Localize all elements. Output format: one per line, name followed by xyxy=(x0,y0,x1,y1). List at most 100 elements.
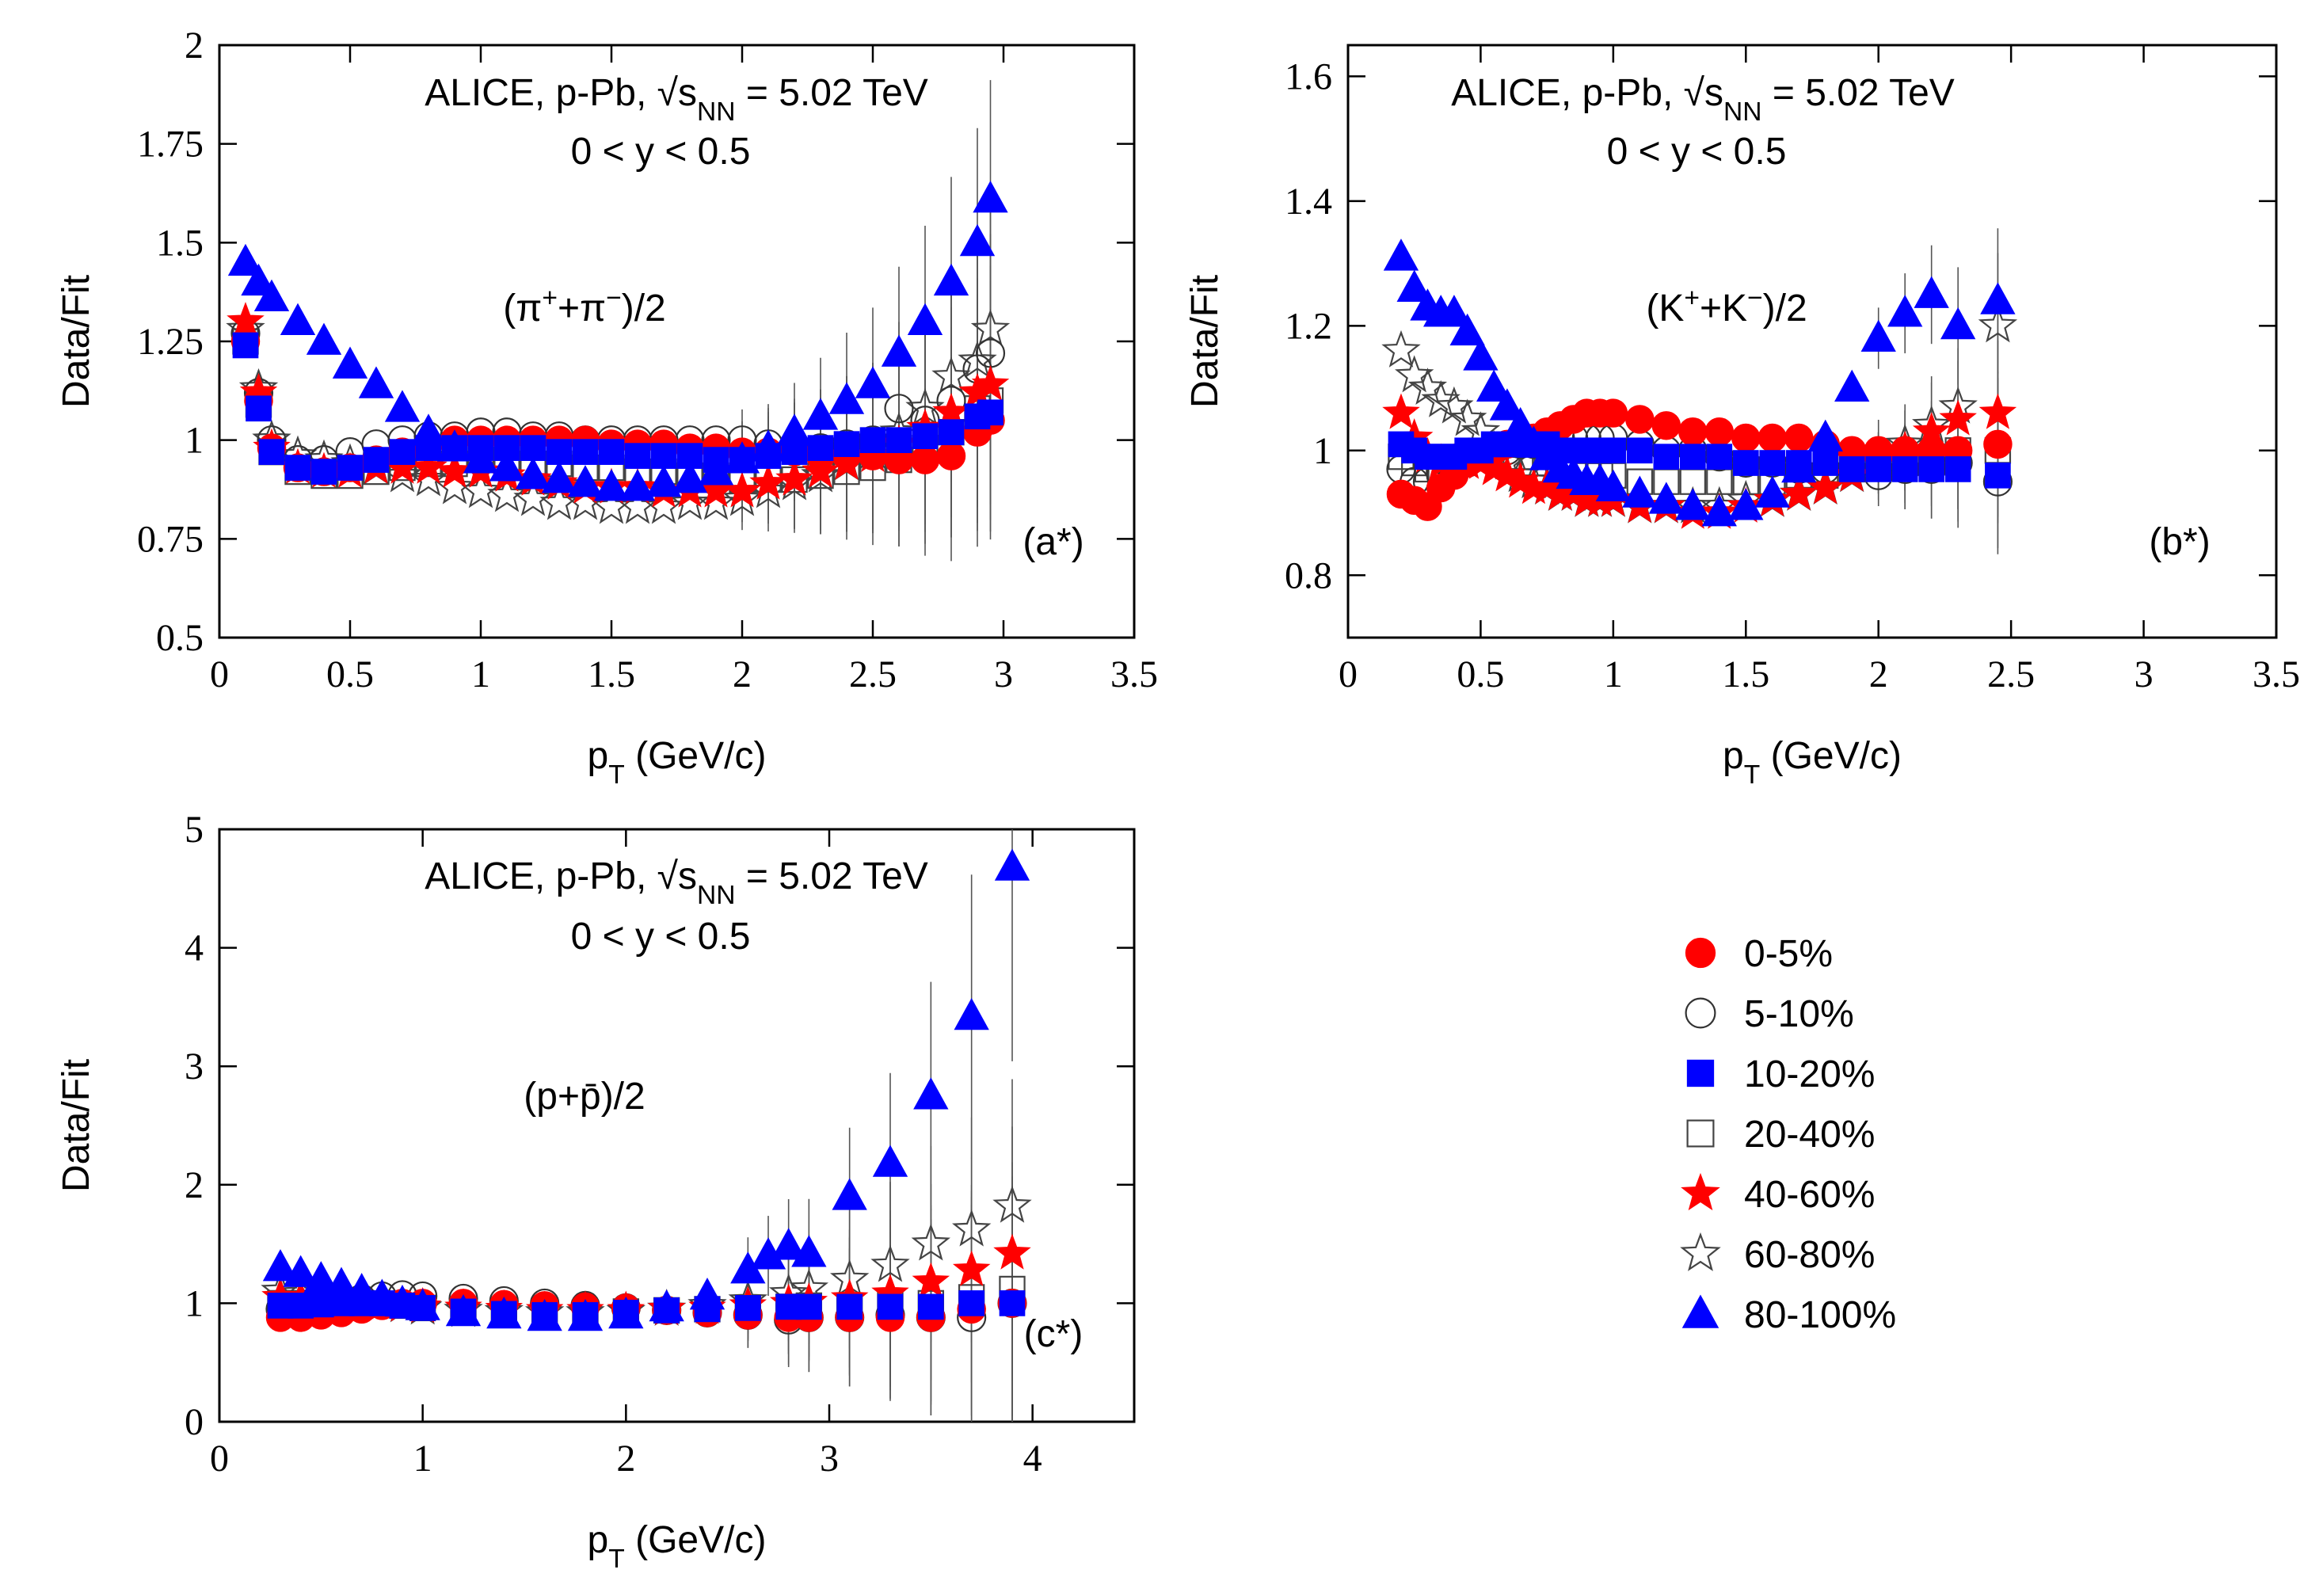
experiment-energy: = 5.02 TeV xyxy=(1762,72,1955,114)
data-point xyxy=(1728,488,1764,520)
series-80-100% xyxy=(227,181,1008,501)
data-point xyxy=(1627,437,1653,464)
text-part: (K xyxy=(1646,288,1684,329)
x-tick-label: 0 xyxy=(1339,653,1358,695)
legend-label: 60-80% xyxy=(1744,1234,1875,1276)
x-axis-label: pT (GeV/c) xyxy=(588,735,767,790)
data-point xyxy=(881,334,917,367)
data-point xyxy=(771,1228,806,1260)
text-part: − xyxy=(606,284,622,313)
text-part: (π xyxy=(503,288,542,329)
data-point xyxy=(280,303,316,335)
chart-panel-1: 0 0.5 1 1.5 2 2.5 3 3.5 0.8 1 1.2 1.4 1.6 Data/Fit pT … xyxy=(1184,44,2300,790)
error-bars xyxy=(1877,228,1999,554)
data-point xyxy=(910,445,940,474)
data-point xyxy=(855,366,891,398)
data-point xyxy=(513,478,553,516)
y-tick-label: 1 xyxy=(185,420,204,462)
data-point xyxy=(913,1077,949,1110)
data-point xyxy=(1436,295,1472,327)
data-point xyxy=(750,429,786,462)
data-point xyxy=(1754,475,1790,508)
data-point xyxy=(775,459,813,496)
y-tick-label: 1.25 xyxy=(137,321,204,363)
data-point xyxy=(689,1278,725,1310)
plot-frame xyxy=(218,828,1136,1423)
data-point xyxy=(593,469,630,501)
data-point xyxy=(1704,417,1735,447)
data-point xyxy=(1622,475,1658,508)
data-point xyxy=(958,1290,984,1316)
x-tick-label: 2.5 xyxy=(849,653,897,695)
data-point xyxy=(227,302,265,338)
data-point xyxy=(992,1185,1032,1223)
data-point xyxy=(993,1233,1031,1270)
data-point xyxy=(384,390,421,422)
data-point xyxy=(828,382,865,414)
data-point xyxy=(1653,444,1680,470)
data-point xyxy=(486,1296,522,1329)
data-point xyxy=(284,455,311,481)
plot-frame xyxy=(1346,44,2278,639)
text-part: )/2 xyxy=(1763,288,1807,329)
data-point xyxy=(1648,482,1684,514)
data-point xyxy=(1421,379,1460,417)
y-tick-label: 3 xyxy=(185,1046,204,1087)
data-point xyxy=(344,1273,379,1305)
experiment-sub: NN xyxy=(697,881,736,910)
data-point xyxy=(258,439,285,465)
experiment-energy: = 5.02 TeV xyxy=(736,72,928,114)
data-point xyxy=(410,413,447,446)
rapidity-label: 0 < y < 0.5 xyxy=(571,916,751,958)
data-point xyxy=(952,1250,991,1286)
particle-label: (p+p̄)/2 xyxy=(524,1076,645,1118)
y-tick-label: 0.75 xyxy=(137,518,204,560)
data-point xyxy=(520,435,546,461)
data-point xyxy=(1381,329,1421,368)
experiment-sub: NN xyxy=(697,97,736,127)
data-point xyxy=(970,309,1011,347)
legend-marker xyxy=(1686,1119,1715,1148)
y-tick-label: 5 xyxy=(185,809,204,851)
legend-marker xyxy=(1681,1294,1719,1328)
data-point xyxy=(1595,469,1632,501)
series-80-100% xyxy=(262,848,1030,1331)
text-part: (p+p̄)/2 xyxy=(524,1076,645,1118)
data-point xyxy=(1807,419,1843,451)
data-point xyxy=(1382,393,1420,429)
data-point xyxy=(796,1293,822,1320)
legend-label: 5-10% xyxy=(1744,993,1854,1035)
data-point xyxy=(1598,398,1628,428)
data-point xyxy=(999,1290,1026,1316)
data-point xyxy=(1978,305,2018,343)
data-point xyxy=(337,455,364,481)
text-part: )/2 xyxy=(622,288,666,329)
experiment-label: ALICE, p-Pb, √s xyxy=(425,72,697,114)
data-point xyxy=(1780,474,1818,511)
data-point xyxy=(723,471,761,508)
experiment-label: ALICE, p-Pb, √s xyxy=(425,855,697,897)
legend-marker xyxy=(1685,937,1716,969)
data-point xyxy=(1980,282,2016,314)
data-point xyxy=(310,459,337,485)
data-point xyxy=(445,1293,482,1327)
data-point xyxy=(1625,405,1655,434)
data-point xyxy=(619,469,656,501)
data-point xyxy=(1449,313,1485,346)
x-tick-label: 3.5 xyxy=(1110,653,1158,695)
x-tick-label: 2.5 xyxy=(1987,653,2035,695)
data-point xyxy=(833,431,860,457)
data-point xyxy=(933,263,969,296)
x-tick-label: 1.5 xyxy=(1722,653,1769,695)
legend-label: 80-100% xyxy=(1744,1294,1896,1336)
legend-marker xyxy=(1685,997,1716,1029)
data-point xyxy=(541,461,577,493)
y-tick-label: 1.75 xyxy=(137,124,204,166)
legend-label: 0-5% xyxy=(1744,933,1833,975)
data-point xyxy=(262,1249,299,1282)
x-tick-label: 1 xyxy=(413,1438,432,1480)
y-tick-label: 0.8 xyxy=(1285,554,1332,596)
data-point xyxy=(952,1209,992,1247)
data-point xyxy=(971,364,1010,402)
